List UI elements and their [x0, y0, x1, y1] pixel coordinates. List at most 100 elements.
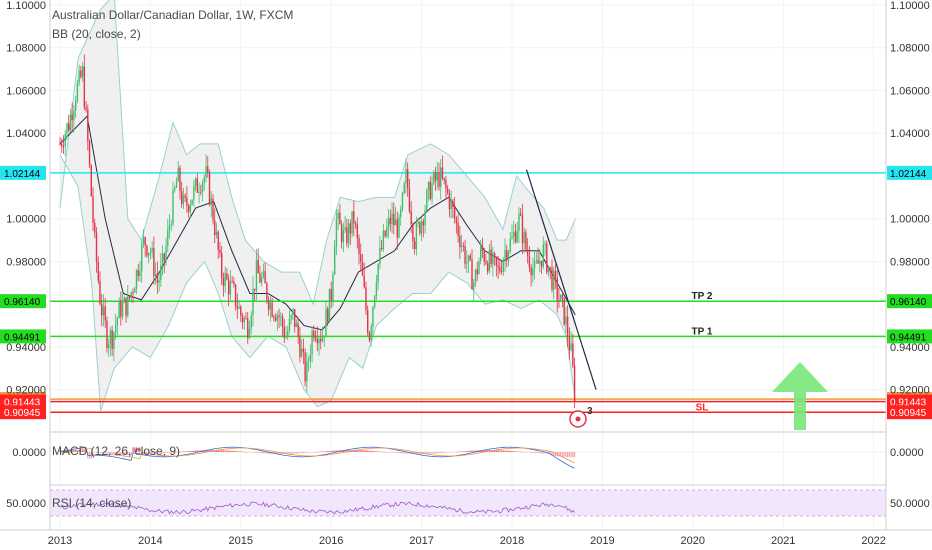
- candle-body: [207, 166, 209, 173]
- x-tick-label: 2017: [409, 535, 433, 547]
- candle-body: [440, 167, 442, 188]
- candle-body: [248, 328, 251, 338]
- candle-body: [481, 246, 484, 252]
- macd-histogram-bar: [551, 452, 553, 456]
- candle-body: [398, 216, 400, 238]
- candle-body: [295, 323, 298, 327]
- candle-body: [393, 213, 395, 226]
- candle-body: [266, 283, 268, 300]
- macd-histogram-bar: [452, 452, 454, 453]
- candle-body: [453, 207, 456, 219]
- macd-histogram-bar: [528, 452, 530, 453]
- candle-body: [424, 210, 426, 226]
- macd-histogram-bar: [469, 450, 471, 452]
- macd-histogram-bar: [499, 450, 501, 452]
- macd-histogram-bar: [473, 450, 475, 452]
- candle-body: [377, 264, 379, 283]
- macd-histogram-bar: [175, 452, 178, 453]
- macd-histogram-bar: [221, 450, 223, 452]
- macd-histogram-bar: [285, 452, 287, 454]
- candle-body: [509, 238, 511, 252]
- candle-body: [537, 260, 539, 264]
- candle-body: [561, 294, 564, 298]
- candle-body: [365, 287, 367, 311]
- macd-histogram-bar: [504, 450, 506, 452]
- macd-histogram-bar: [179, 451, 181, 453]
- candle-body: [499, 267, 501, 272]
- macd-histogram-bar: [304, 452, 306, 453]
- macd-histogram-bar: [368, 450, 371, 452]
- macd-histogram-bar: [347, 450, 350, 452]
- macd-histogram-bar: [160, 452, 162, 454]
- macd-histogram-bar: [560, 452, 562, 457]
- macd-histogram-bar: [440, 452, 442, 454]
- macd-histogram-bar: [294, 452, 296, 454]
- candle-body: [307, 361, 310, 363]
- candle-body: [391, 213, 393, 225]
- y-tick-label-right: 1.04000: [890, 128, 930, 140]
- candle-body: [184, 195, 186, 198]
- candle-body: [528, 255, 531, 268]
- candle-body: [234, 284, 237, 307]
- candle-body: [123, 297, 126, 303]
- candle-body: [420, 221, 423, 234]
- candle-body: [233, 281, 235, 285]
- macd-histogram-bar: [398, 452, 400, 454]
- bb-upper: [59, 0, 576, 306]
- y-tick-label-left: 1.08000: [6, 43, 46, 55]
- macd-histogram-bar: [558, 452, 560, 457]
- macd-histogram-bar: [182, 451, 185, 452]
- macd-histogram-bar: [314, 452, 317, 453]
- macd-histogram-bar: [266, 452, 268, 454]
- macd-histogram-bar: [424, 452, 426, 454]
- candle-body: [273, 316, 275, 318]
- macd-histogram-bar: [518, 451, 520, 453]
- macd-histogram-bar: [511, 451, 513, 452]
- macd-histogram-bar: [292, 452, 294, 454]
- level-annotation: TP 1: [692, 326, 713, 337]
- candle-body: [194, 178, 197, 186]
- candle-body: [386, 227, 388, 237]
- candle-body: [339, 212, 341, 225]
- macd-histogram-bar: [391, 452, 393, 453]
- macd-histogram-bar: [497, 450, 499, 452]
- candle-body: [227, 279, 230, 295]
- candle-body: [92, 196, 94, 223]
- candle-body: [372, 307, 374, 327]
- macd-histogram-bar: [130, 452, 132, 456]
- macd-histogram-bar: [108, 452, 110, 454]
- candle-body: [333, 246, 336, 275]
- candle-body: [473, 282, 475, 290]
- candle-body: [102, 306, 105, 316]
- y-tick-label-right: 1.06000: [890, 85, 930, 97]
- level-tag-right: [887, 165, 932, 180]
- candle-body: [546, 243, 548, 273]
- macd-histogram-bar: [245, 451, 247, 453]
- macd-histogram-bar: [196, 450, 198, 452]
- macd-histogram-bar: [447, 452, 449, 453]
- candle-body: [332, 274, 334, 301]
- candle-body: [405, 169, 407, 184]
- candle-body: [554, 270, 557, 278]
- candle-body: [217, 231, 219, 250]
- macd-histogram-bar: [313, 452, 315, 453]
- candle-body: [300, 348, 303, 357]
- candle-body: [161, 253, 164, 265]
- macd-histogram-bar: [155, 452, 157, 454]
- macd-histogram-bar: [320, 451, 322, 453]
- candle-body: [443, 177, 445, 181]
- candle-body: [337, 212, 339, 219]
- candle-body: [285, 337, 287, 339]
- macd-histogram-bar: [445, 452, 447, 453]
- macd-histogram-bar: [471, 450, 473, 452]
- macd-histogram-bar: [360, 450, 362, 452]
- macd-histogram-bar: [168, 452, 171, 453]
- candle-body: [351, 211, 353, 234]
- candle-body: [132, 292, 134, 294]
- candle-body: [215, 231, 218, 236]
- rsi-tick-left: 50.0000: [6, 498, 46, 510]
- candle-body: [460, 245, 463, 248]
- macd-histogram-bar: [337, 450, 339, 452]
